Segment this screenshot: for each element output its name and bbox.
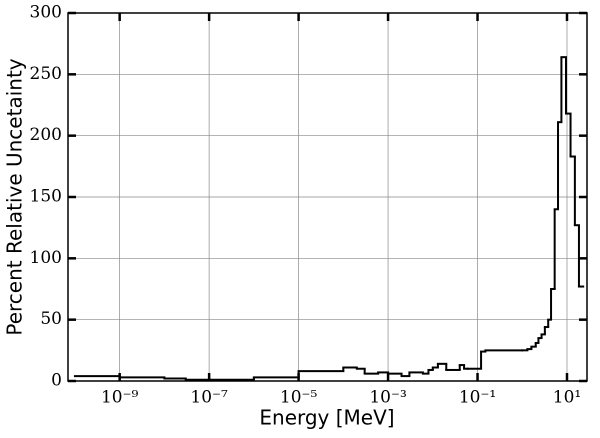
- y-tick-label: 250: [30, 64, 62, 84]
- y-tick-label: 100: [30, 248, 62, 268]
- x-tick-label: 10⁻³: [369, 388, 406, 408]
- x-axis-label: Energy [MeV]: [259, 406, 394, 430]
- plot-frame: [67, 12, 588, 382]
- x-tick-label: 10⁻⁷: [190, 388, 228, 408]
- y-tick-label: 300: [30, 3, 62, 23]
- x-tick-label: 10⁻⁵: [280, 388, 318, 408]
- y-tick-label: 200: [30, 125, 62, 145]
- y-tick-label: 150: [30, 187, 62, 207]
- y-axis-label: Percent Relative Uncetainty: [3, 58, 27, 335]
- x-tick-label: 10⁻⁹: [101, 388, 139, 408]
- y-tick-label: 0: [51, 371, 62, 391]
- x-tick-label: 10¹: [553, 388, 581, 408]
- y-tick-label: 50: [40, 309, 62, 329]
- x-tick-label: 10⁻¹: [459, 388, 496, 408]
